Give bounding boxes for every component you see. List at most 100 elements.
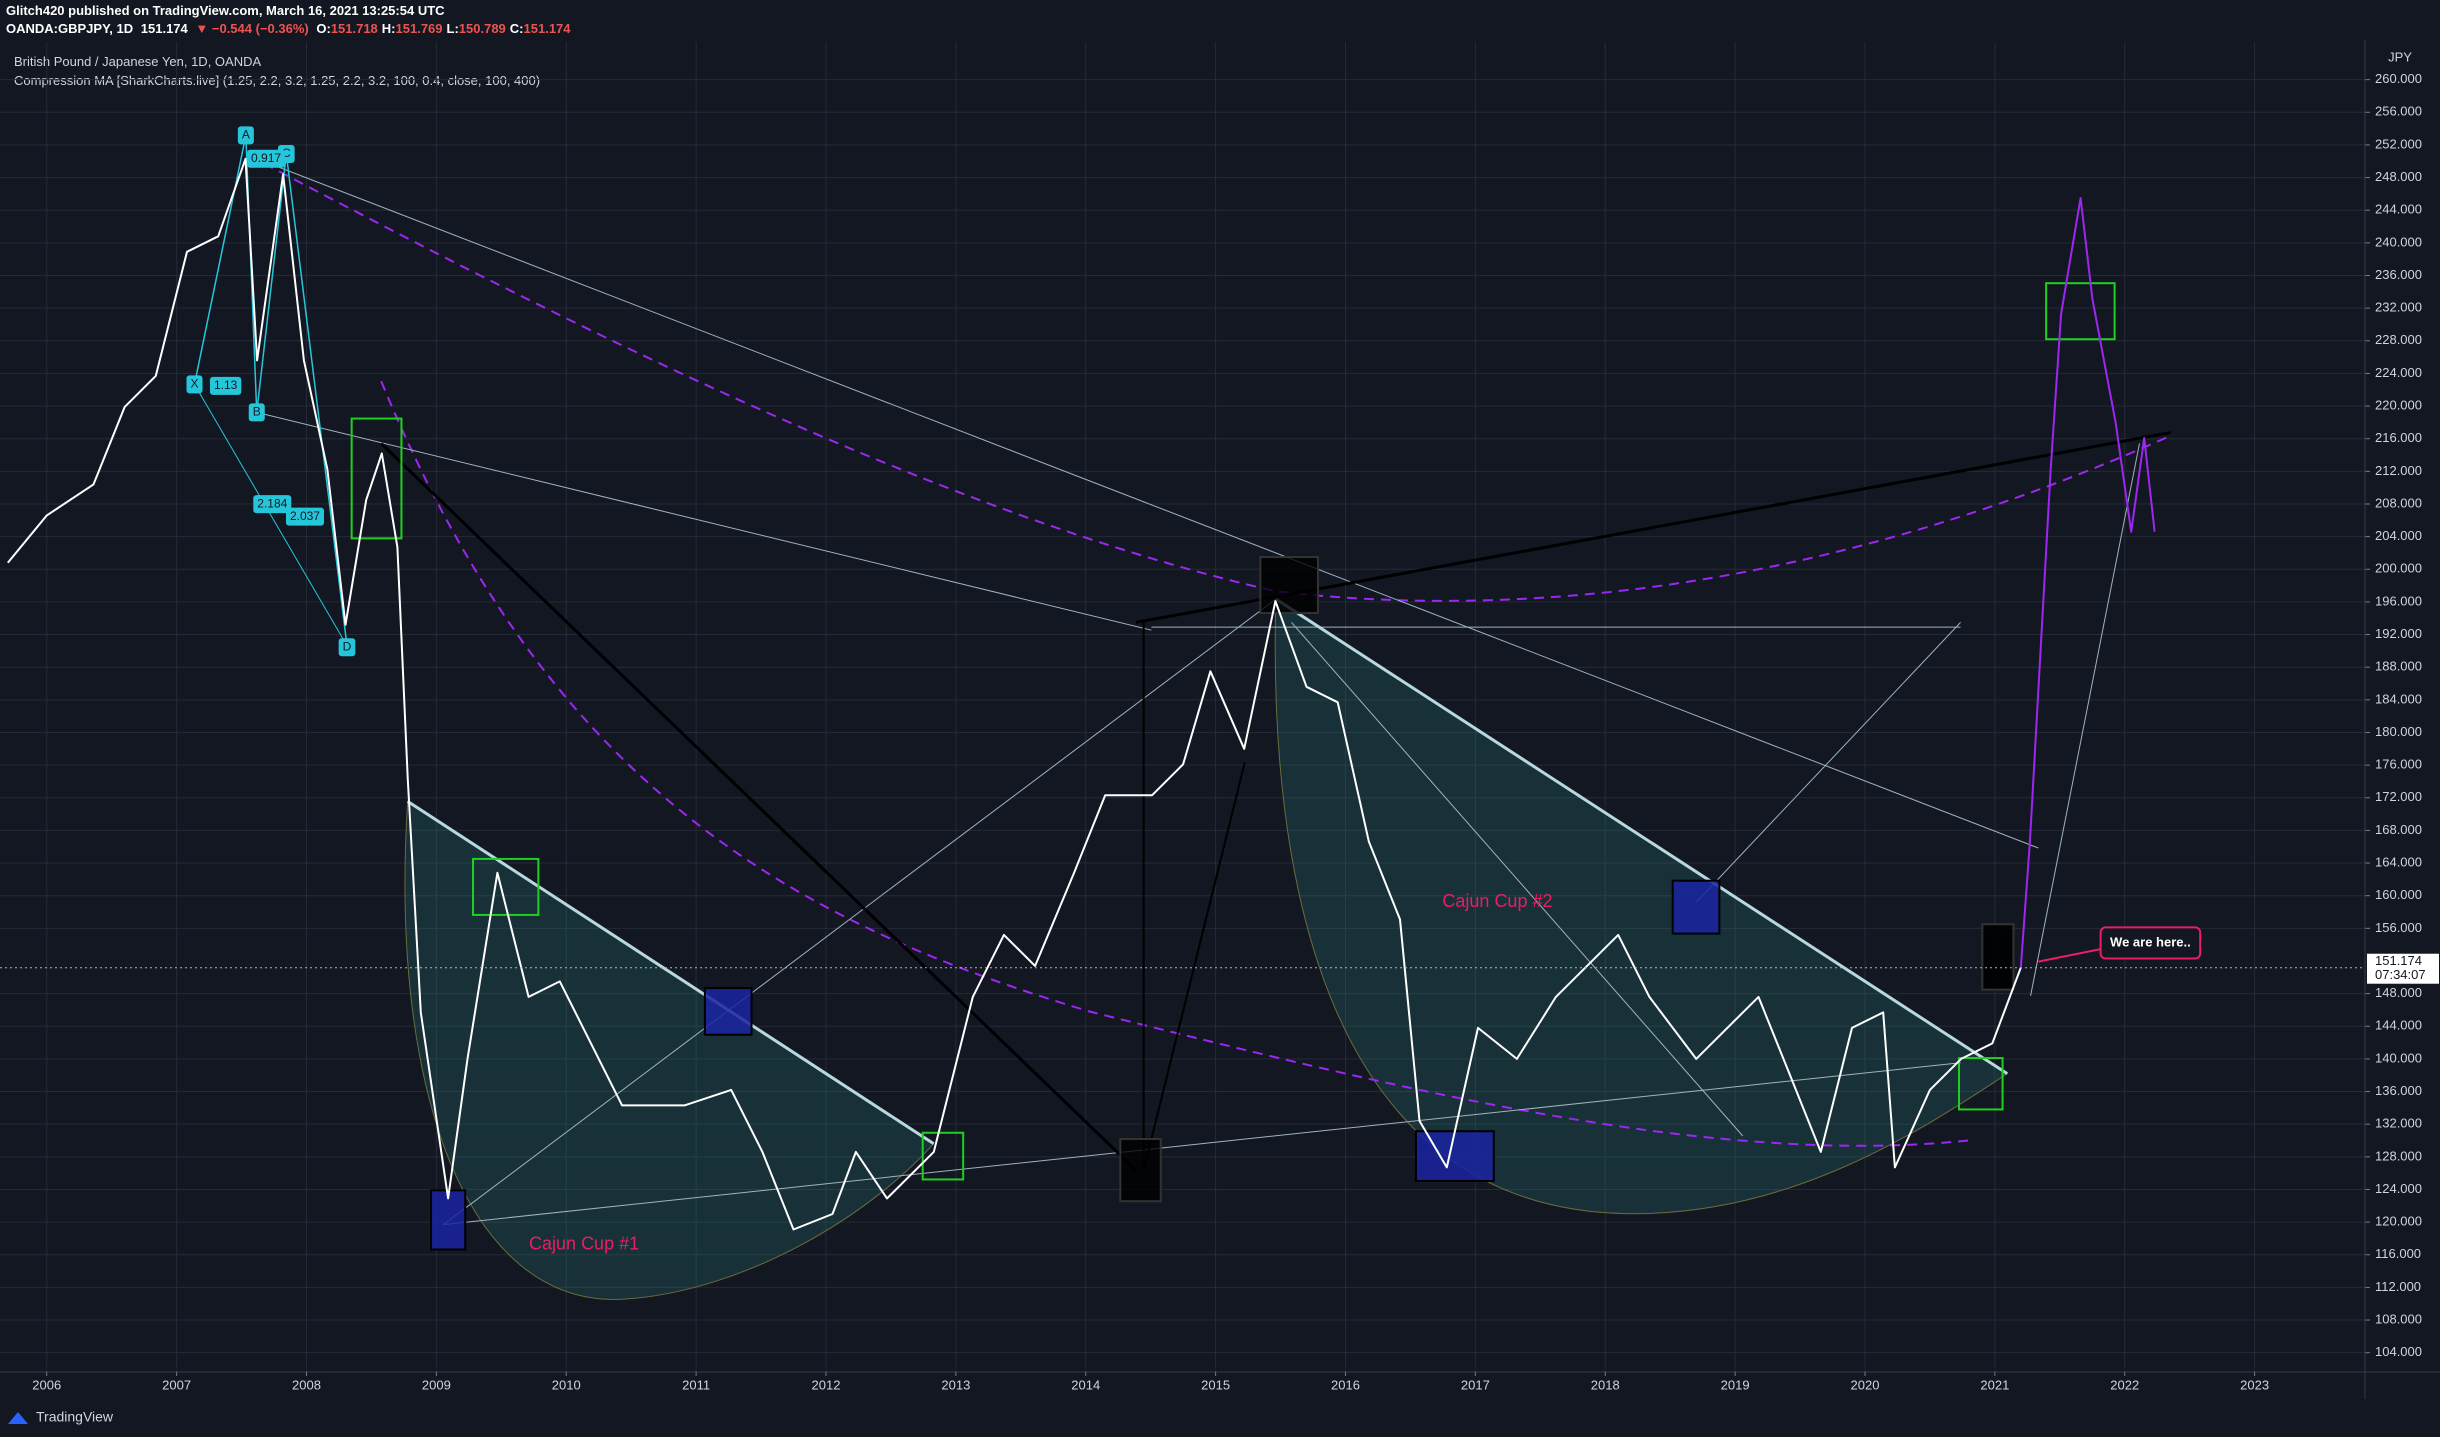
cup-fill — [1274, 598, 2009, 1215]
symbol: OANDA:GBPJPY, 1D — [6, 21, 134, 36]
ohlc: O:151.718 H:151.769 L:150.789 C:151.174 — [316, 21, 574, 36]
drawing-box — [430, 1189, 467, 1251]
callout-box — [2099, 926, 2202, 960]
y-tick-label: 108.000 — [2375, 1311, 2422, 1326]
y-tick-label: 236.000 — [2375, 267, 2422, 282]
y-tick-label: 120.000 — [2375, 1214, 2422, 1229]
drawing-line — [1142, 762, 1246, 1171]
x-tick-label: 2020 — [1851, 1377, 1880, 1392]
y-tick-label: 208.000 — [2375, 495, 2422, 510]
drawing-box — [1259, 556, 1319, 615]
drawing-box — [472, 857, 540, 916]
x-tick-label: 2016 — [1331, 1377, 1360, 1392]
y-tick-label: 212.000 — [2375, 463, 2422, 478]
x-tick-label: 2012 — [812, 1377, 841, 1392]
x-tick-label: 2006 — [32, 1377, 61, 1392]
indicator: Compression MA [SharkCharts.live] (1.25,… — [14, 73, 541, 88]
y-tick-label: 124.000 — [2375, 1181, 2422, 1196]
pattern-label: X — [190, 377, 198, 391]
y-tick-label: 176.000 — [2375, 757, 2422, 772]
y-tick-label: 248.000 — [2375, 169, 2422, 184]
pattern-label-bg — [338, 638, 356, 657]
x-tick-label: 2011 — [682, 1377, 710, 1392]
y-tick-label: 256.000 — [2375, 104, 2422, 119]
drawing-line — [255, 153, 288, 413]
pattern-label-bg — [285, 507, 324, 526]
y-tick-label: 240.000 — [2375, 234, 2422, 249]
last-price: 151.174 — [140, 21, 188, 36]
y-tick-label: 112.000 — [2375, 1279, 2421, 1294]
y-tick-label: 192.000 — [2375, 626, 2422, 641]
drawing-box — [703, 987, 753, 1036]
last-price-label: 151.174 — [2375, 953, 2422, 968]
drawing-line — [443, 598, 1277, 1225]
countdown: 07:34:07 — [2375, 967, 2426, 982]
drawing-box — [350, 417, 403, 540]
y-tick-label: 164.000 — [2375, 854, 2422, 869]
dashed-curve — [380, 380, 1969, 1147]
x-tick-label: 2009 — [422, 1377, 451, 1392]
y-tick-label: 188.000 — [2375, 659, 2422, 674]
drawing-line — [443, 1062, 1961, 1226]
legend: British Pound / Japanese Yen, 1D, OANDA … — [14, 52, 540, 90]
annotation: We are here.. — [2110, 934, 2191, 949]
drawing-box — [2045, 282, 2116, 341]
change: ▼ −0.544 (−0.36%) — [195, 21, 309, 36]
y-tick-label: 216.000 — [2375, 430, 2422, 445]
drawing-box — [921, 1131, 965, 1181]
ohlc-label: L: — [446, 21, 459, 36]
y-tick-label: 148.000 — [2375, 985, 2422, 1000]
quote-line: OANDA:GBPJPY, 1D 151.174 ▼ −0.544 (−0.36… — [6, 20, 579, 38]
drawing-line — [380, 442, 1137, 1172]
drawing-line — [2030, 443, 2140, 996]
x-tick-label: 2017 — [1461, 1377, 1490, 1392]
ohlc-value: 150.789 — [458, 21, 506, 36]
pattern-label: 1.13 — [214, 378, 238, 392]
x-tick-label: 2022 — [2110, 1377, 2139, 1392]
y-tick-label: 260.000 — [2375, 71, 2422, 86]
annotation: Cajun Cup #2 — [1442, 891, 1552, 911]
dashed-curve — [248, 154, 2172, 602]
x-tick-label: 2015 — [1201, 1377, 1230, 1392]
y-tick-label: 252.000 — [2375, 136, 2422, 151]
x-tick-label: 2014 — [1071, 1377, 1100, 1392]
y-tick-label: 200.000 — [2375, 561, 2422, 576]
publisher: Glitch420 published on TradingView.com, … — [6, 3, 445, 18]
drawing-line — [256, 411, 1152, 631]
y-tick-label: 136.000 — [2375, 1083, 2422, 1098]
plot: Cajun Cup #1 Cajun Cup #2 We are here.. A X B… — [0, 42, 2365, 1369]
y-tick-label: 160.000 — [2375, 887, 2422, 902]
drawing-line — [194, 384, 348, 646]
drawing-line — [285, 153, 348, 646]
drawing-box — [1119, 1137, 1162, 1203]
pattern-label: 0.917 — [251, 151, 281, 165]
x-tick-label: 2008 — [292, 1377, 321, 1392]
ohlc-value: 151.769 — [395, 21, 443, 36]
annotation: Cajun Cup #1 — [529, 1234, 639, 1254]
footer-brand: TradingView — [36, 1409, 114, 1425]
drawing-line — [248, 155, 2039, 849]
callout-pointer — [2038, 948, 2101, 963]
chart-title: British Pound / Japanese Yen, 1D, OANDA — [14, 54, 262, 69]
x-tick-label: 2013 — [941, 1377, 970, 1392]
y-tick-label: 156.000 — [2375, 920, 2422, 935]
footer-bar — [0, 1404, 2440, 1437]
pattern-label-bg — [247, 149, 286, 168]
last-price-box — [2367, 953, 2439, 984]
y-tick-label: 184.000 — [2375, 691, 2422, 706]
y-tick-label: 220.000 — [2375, 397, 2422, 412]
ohlc-value: 151.718 — [330, 21, 378, 36]
drawing-box — [1958, 1057, 2004, 1111]
y-tick-label: 116.000 — [2375, 1246, 2421, 1261]
ohlc-value: 151.174 — [523, 21, 571, 36]
y-tick-label: 128.000 — [2375, 1148, 2422, 1163]
price-line — [7, 157, 2022, 1231]
pattern-label: 2.184 — [257, 496, 287, 510]
pattern-label: 2.037 — [290, 509, 320, 523]
y-tick-label: 228.000 — [2375, 332, 2422, 347]
price-line — [2019, 197, 2156, 968]
x-tick-label: 2007 — [162, 1377, 191, 1392]
x-tick-label: 2021 — [1980, 1377, 2009, 1392]
y-tick-label: 132.000 — [2375, 1116, 2422, 1131]
